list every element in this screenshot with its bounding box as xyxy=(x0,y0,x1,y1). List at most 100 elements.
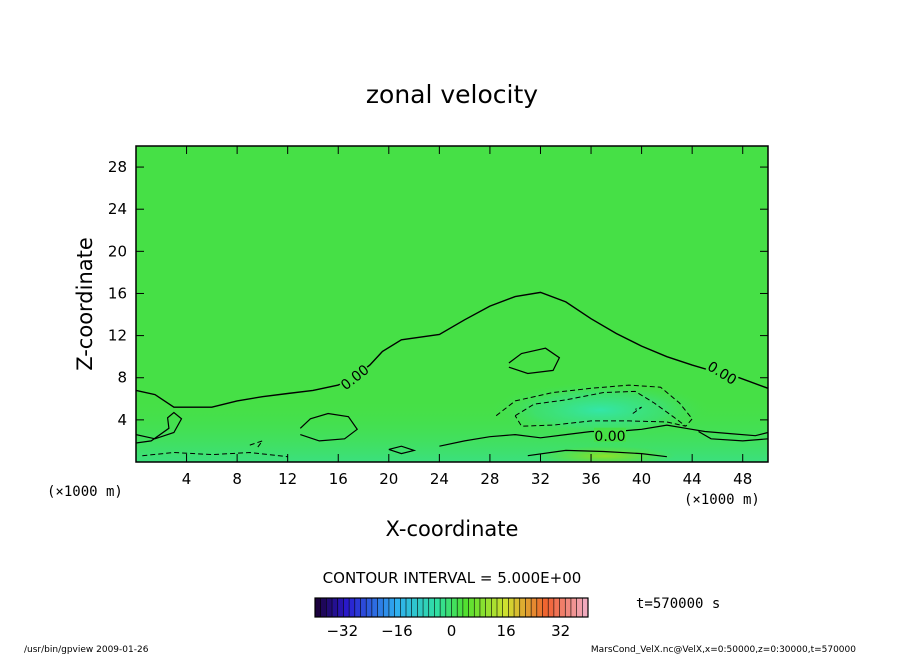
x-tick-label: 8 xyxy=(232,470,242,488)
positive-region xyxy=(535,446,675,462)
colorbar-cell xyxy=(337,598,344,617)
x-tick-label: 28 xyxy=(480,470,499,488)
x-unit-label: (×1000 m) xyxy=(47,484,123,500)
colorbar-cell xyxy=(570,598,577,617)
y-unit-label: (×1000 m) xyxy=(684,492,760,508)
colorbar-cell xyxy=(536,598,543,617)
contour-line xyxy=(527,449,667,458)
y-tick-label: 24 xyxy=(108,200,127,218)
contour-label: 0.00 xyxy=(594,429,625,445)
y-axis-title: Z-coordinate xyxy=(73,237,97,371)
colorbar-cell xyxy=(548,598,554,617)
colorbar: −32 −16 0 16 32 xyxy=(314,597,589,640)
colorbar-cell xyxy=(360,598,367,617)
colorbar-cell xyxy=(326,598,333,617)
x-tick-label: 40 xyxy=(632,470,651,488)
colorbar-cell xyxy=(582,598,588,617)
colorbar-cell xyxy=(417,598,424,617)
colorbar-cell xyxy=(576,598,583,617)
colorbar-cell xyxy=(542,598,549,617)
y-tick-label: 4 xyxy=(117,411,127,429)
colorbar-cell xyxy=(400,598,406,617)
y-axis: 4 8 12 16 20 24 28 xyxy=(108,158,768,429)
chart-title: zonal velocity xyxy=(366,80,538,109)
negative-region xyxy=(490,382,710,438)
colorbar-cell xyxy=(519,598,526,617)
y-tick-label: 28 xyxy=(108,158,127,176)
colorbar-tick-label: −32 xyxy=(326,622,358,640)
y-tick-label: 8 xyxy=(117,369,127,387)
x-tick-label: 12 xyxy=(278,470,297,488)
contour-interval-text: CONTOUR INTERVAL = 5.000E+00 xyxy=(323,569,582,587)
colorbar-cell xyxy=(332,598,338,617)
colorbar-cell xyxy=(514,598,520,617)
colorbar-tick-label: 0 xyxy=(447,622,457,640)
colorbar-cell xyxy=(440,598,446,617)
colorbar-cell xyxy=(388,598,395,617)
y-tick-label: 12 xyxy=(108,327,127,345)
colorbar-cell xyxy=(428,598,435,617)
colorbar-cell xyxy=(371,598,378,617)
x-tick-label: 20 xyxy=(379,470,398,488)
colorbar-cell xyxy=(497,598,503,617)
colorbar-cell xyxy=(508,598,515,617)
y-tick-label: 16 xyxy=(108,284,127,302)
colorbar-tick-label: 32 xyxy=(551,622,570,640)
colorbar-cell xyxy=(531,598,537,617)
colorbar-cell xyxy=(553,598,560,617)
contour-line xyxy=(698,430,768,442)
x-tick-label: 16 xyxy=(329,470,348,488)
colorbar-cell xyxy=(451,598,458,617)
contour-label-bg xyxy=(705,357,741,387)
footer-right: MarsCond_VelX.nc@VelX,x=0:50000,z=0:3000… xyxy=(591,645,856,654)
negative-contour-line xyxy=(142,451,288,458)
y-tick-label: 20 xyxy=(108,242,127,260)
x-tick-label: 36 xyxy=(581,470,600,488)
colorbar-tick-label: 16 xyxy=(497,622,516,640)
negative-contour-line xyxy=(249,439,264,450)
footer-left: /usr/bin/gpview 2009-01-26 xyxy=(24,645,149,654)
colorbar-cell xyxy=(411,598,418,617)
contour-line xyxy=(508,347,561,375)
colorbar-cell xyxy=(423,598,429,617)
x-tick-label: 32 xyxy=(531,470,550,488)
colorbar-cell xyxy=(457,598,463,617)
colorbar-cell xyxy=(354,598,361,617)
x-axis-title: X-coordinate xyxy=(386,517,519,541)
x-tick-label: 4 xyxy=(182,470,192,488)
colorbar-cell xyxy=(394,598,401,617)
contour-line xyxy=(388,445,417,455)
colorbar-cell xyxy=(485,598,492,617)
time-label: t=570000 s xyxy=(636,596,720,612)
colorbar-cell xyxy=(525,598,532,617)
colorbar-cell xyxy=(502,598,509,617)
negative-contour-line xyxy=(632,406,642,414)
plot-frame xyxy=(135,145,769,463)
negative-contour-line xyxy=(514,390,687,427)
contour-line xyxy=(299,412,359,442)
colorbar-cell xyxy=(406,598,412,617)
colorbar-cell xyxy=(491,598,497,617)
plot-area: 0.00 0.000.00 xyxy=(136,146,768,462)
x-axis: 4 8 12 16 20 24 28 32 36 40 44 48 xyxy=(182,146,752,488)
contour-line xyxy=(136,411,183,444)
x-tick-label: 48 xyxy=(733,470,752,488)
colorbar-cell xyxy=(468,598,475,617)
x-tick-label: 24 xyxy=(430,470,449,488)
contour-label-bg xyxy=(337,361,372,392)
colorbar-cell xyxy=(315,598,321,617)
colorbar-cell xyxy=(479,598,486,617)
colorbar-cell xyxy=(383,598,389,617)
colorbar-cell xyxy=(434,598,441,617)
colorbar-cell xyxy=(445,598,452,617)
colorbar-cell xyxy=(462,598,469,617)
x-tick-label: 44 xyxy=(683,470,702,488)
zero-contour-line xyxy=(136,291,768,408)
colorbar-frame xyxy=(314,597,589,618)
contour-label-bg xyxy=(594,427,626,442)
colorbar-cell xyxy=(343,598,350,617)
negative-contour-line xyxy=(495,384,693,427)
colorbar-cell xyxy=(474,598,480,617)
colorbar-cell xyxy=(366,598,372,617)
